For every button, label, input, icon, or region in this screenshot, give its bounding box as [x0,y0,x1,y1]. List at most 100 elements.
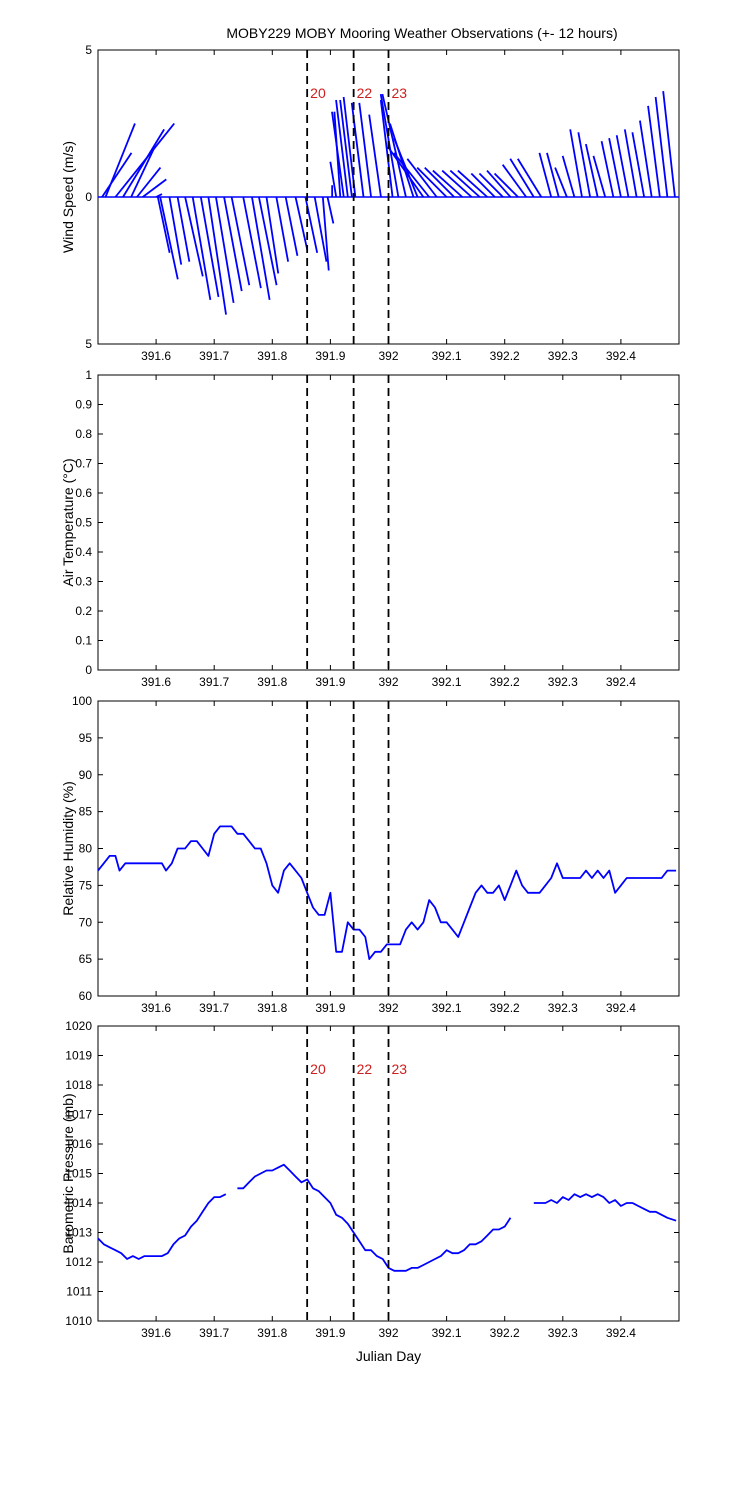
wind-vector [215,196,235,303]
wind-vector [379,93,400,198]
wind-vector [223,196,243,292]
wind-vector [258,196,278,286]
y-axis-label: Relative Humidity (%) [60,781,76,916]
wind-vector [199,196,220,298]
y-tick-label: 60 [79,989,93,1003]
wind-vector [326,196,335,224]
wind-vector [577,132,591,198]
wind-vector [130,146,156,198]
x-tick-label: 391.7 [199,1326,229,1340]
series-line [237,1163,512,1272]
y-tick-label: 0.4 [75,545,92,559]
y-tick-label: 5 [85,337,92,351]
wind-vector [242,196,262,289]
wind-vector [156,196,171,254]
y-tick-label: 1018 [65,1078,92,1092]
chart-wind: 391.6 391.7 391.8 391.9 392 392.1 392.2 392.3 39… [60,43,680,363]
event-label: 23 [392,85,408,101]
wind-vector [478,172,504,198]
x-tick-label: 392.1 [432,1001,462,1015]
wind-vector [585,143,599,198]
wind-vector [230,196,251,286]
wind-vector [329,161,338,198]
y-tick-label: 65 [79,952,93,966]
x-tick-label: 391.9 [315,675,345,689]
event-label: 20 [310,85,326,101]
x-tick-label: 392.4 [606,1001,636,1015]
wind-vector [251,196,271,301]
wind-vector [432,169,463,198]
x-tick-label: 392.3 [548,349,578,363]
y-tick-label: 1010 [65,1314,92,1328]
y-tick-label: 1015 [65,1167,92,1181]
x-tick-label: 392.3 [548,675,578,689]
wind-vector [608,138,622,198]
x-tick-label: 392.2 [490,1326,520,1340]
wind-vector [136,167,162,198]
y-tick-label: 80 [79,842,93,856]
x-tick-label: 392.2 [490,349,520,363]
x-tick-label: 391.8 [257,1001,287,1015]
series-line [97,1193,227,1260]
wind-vector [275,196,290,262]
y-axis-label: Air Temperature (°C) [60,458,76,586]
x-tick-label: 392 [378,675,398,689]
event-label: 23 [392,1061,408,1077]
wind-vector [569,129,583,198]
chart-air-temperature: 391.6 391.7 391.8 391.9 392 392.1 392.2 392.3 39… [60,368,680,689]
chart-barometric-pressure: 391.6 391.7 391.8 391.9 392 392.1 392.2 392.3 39… [60,1019,680,1364]
x-tick-label: 391.7 [199,349,229,363]
x-tick-label: 392.4 [606,675,636,689]
y-tick-label: 95 [79,731,93,745]
wind-vector [142,178,167,198]
wind-vector [615,135,630,198]
wind-vector [101,152,133,198]
y-tick-label: 1011 [66,1285,92,1299]
event-label: 22 [357,85,373,101]
y-tick-label: 1013 [65,1226,92,1240]
wind-vector [631,132,646,198]
wind-vector [639,120,653,198]
y-tick-label: 0.8 [75,427,92,441]
y-tick-label: 0.2 [75,604,92,618]
y-tick-label: 0.5 [75,516,92,530]
wind-vector [470,172,496,198]
y-axis-label: Wind Speed (m/s) [60,141,76,253]
chart-panels: 391.6 391.7 391.8 391.9 392 392.1 392.2 392.3 39… [60,43,680,1364]
y-tick-label: 0.7 [75,457,92,471]
wind-vector [368,114,382,198]
wind-vector [424,166,455,198]
x-tick-label: 391.9 [315,349,345,363]
wind-vector [294,196,309,251]
chart-relative-humidity: 391.6 391.7 391.8 391.9 392 392.1 392.2 392.3 39… [60,694,680,1015]
x-tick-label: 392 [378,1326,398,1340]
wind-vector [416,166,448,198]
wind-vector [381,93,407,198]
wind-vector [509,158,535,198]
y-tick-label: 70 [79,915,93,929]
wind-vector [406,158,438,198]
wind-vector [517,158,543,198]
x-tick-label: 391.8 [257,1326,287,1340]
y-tick-label: 0.3 [75,575,92,589]
wind-vector [554,167,568,198]
wind-vector [184,196,204,277]
x-tick-label: 392.1 [432,349,462,363]
y-tick-label: 0 [85,190,92,204]
wind-vector [104,123,136,198]
x-tick-label: 392.3 [548,1326,578,1340]
wind-vector [592,155,607,198]
x-tick-label: 392.1 [432,1326,462,1340]
wind-vector [389,123,415,198]
wind-vector [159,196,179,280]
wind-vector [207,196,227,315]
series-line [97,825,677,960]
y-tick-label: 0.9 [75,398,92,412]
y-tick-label: 1014 [65,1196,92,1210]
wind-vector [176,196,191,262]
wind-vector [493,172,519,198]
y-tick-label: 1 [85,368,92,382]
x-tick-label: 392.1 [432,675,462,689]
x-tick-label: 392.2 [490,1001,520,1015]
y-tick-label: 85 [79,805,93,819]
